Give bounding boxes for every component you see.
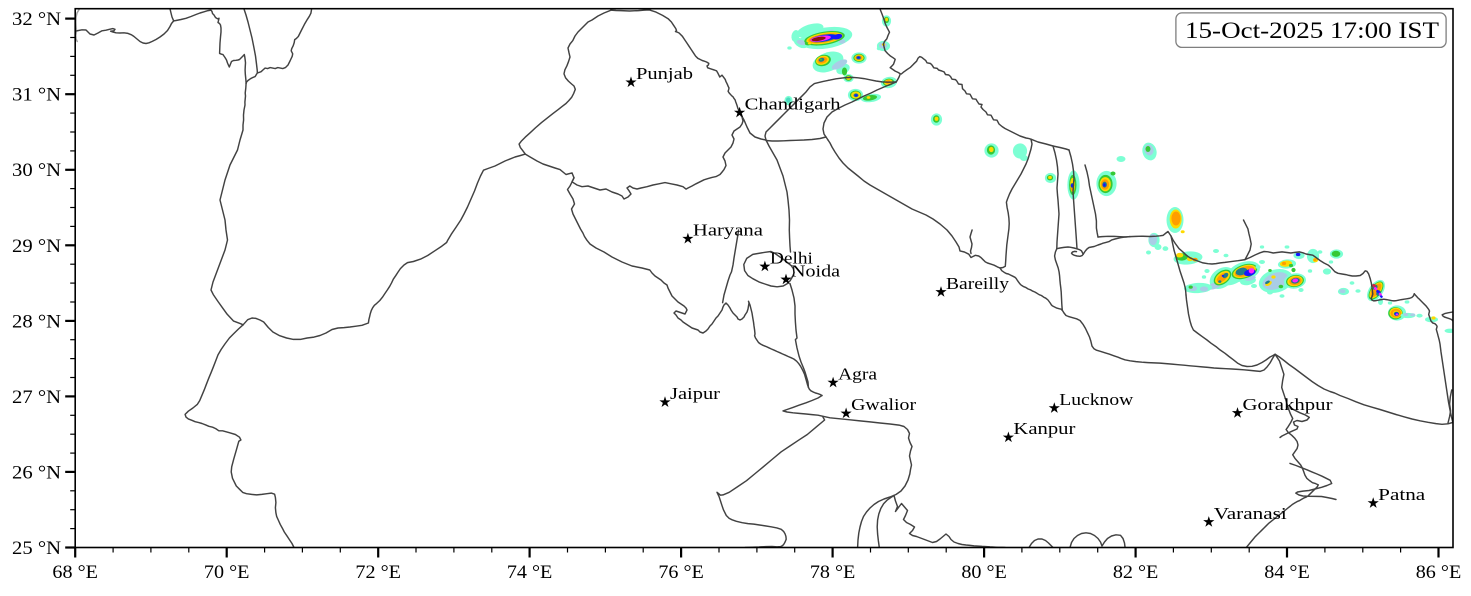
svg-text:70 °E: 70 °E [204,562,250,583]
svg-text:26 °N: 26 °N [12,462,61,483]
svg-text:Jaipur: Jaipur [670,384,720,403]
svg-text:30 °N: 30 °N [12,160,61,181]
svg-text:29 °N: 29 °N [12,236,61,257]
svg-text:68 °E: 68 °E [52,562,98,583]
svg-text:Chandigarh: Chandigarh [745,94,842,113]
svg-text:Patna: Patna [1378,485,1426,504]
svg-text:82 °E: 82 °E [1113,562,1159,583]
svg-text:80 °E: 80 °E [961,562,1007,583]
svg-text:28 °N: 28 °N [12,311,61,332]
svg-text:Delhi: Delhi [770,248,813,267]
svg-text:72 °E: 72 °E [355,562,401,583]
svg-text:25 °N: 25 °N [12,538,61,559]
svg-text:84 °E: 84 °E [1264,562,1310,583]
svg-text:Gorakhpur: Gorakhpur [1243,395,1333,414]
svg-text:Agra: Agra [838,364,878,383]
svg-text:Varanasi: Varanasi [1214,504,1287,523]
svg-text:76 °E: 76 °E [658,562,704,583]
svg-text:Haryana: Haryana [693,221,764,240]
svg-text:Bareilly: Bareilly [946,274,1010,293]
svg-text:32 °N: 32 °N [12,9,61,30]
svg-text:86 °E: 86 °E [1416,562,1462,583]
svg-text:Kanpur: Kanpur [1013,419,1075,438]
svg-text:27 °N: 27 °N [12,387,61,408]
svg-text:Noida: Noida [791,261,841,280]
svg-text:Lucknow: Lucknow [1059,390,1134,409]
svg-text:Gwalior: Gwalior [851,395,916,414]
svg-text:Punjab: Punjab [636,64,693,83]
svg-text:31 °N: 31 °N [12,85,61,106]
svg-text:78 °E: 78 °E [810,562,856,583]
svg-text:15-Oct-2025 17:00 IST: 15-Oct-2025 17:00 IST [1185,18,1439,43]
svg-text:74 °E: 74 °E [507,562,553,583]
